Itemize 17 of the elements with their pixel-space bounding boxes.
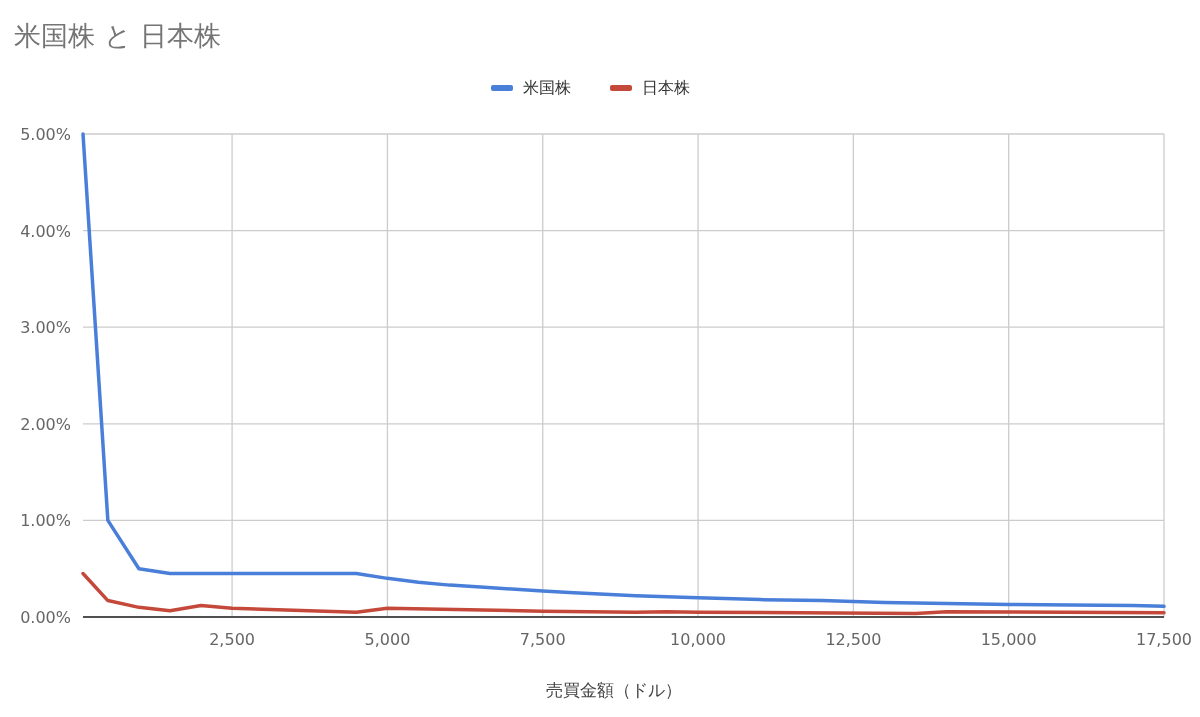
legend-label: 米国株	[523, 78, 571, 97]
x-tick-label: 17,500	[1136, 630, 1192, 649]
chart-title: 米国株 と 日本株	[14, 20, 222, 51]
x-axis-title: 売買金額（ドル）	[545, 680, 682, 700]
y-tick-label: 0.00%	[20, 608, 71, 627]
x-tick-label: 12,500	[825, 630, 882, 649]
x-tick-label: 2,500	[209, 630, 256, 649]
x-tick-label: 7,500	[519, 630, 566, 649]
y-tick-label: 2.00%	[20, 414, 71, 434]
x-tick-label: 10,000	[670, 630, 727, 649]
y-tick-label: 4.00%	[20, 221, 71, 241]
x-tick-label: 5,000	[364, 630, 411, 649]
y-tick-label: 5.00%	[20, 125, 71, 144]
y-tick-label: 1.00%	[20, 511, 71, 531]
y-tick-label: 3.00%	[20, 318, 71, 338]
x-tick-label: 15,000	[980, 630, 1037, 649]
legend-label: 日本株	[642, 78, 690, 97]
